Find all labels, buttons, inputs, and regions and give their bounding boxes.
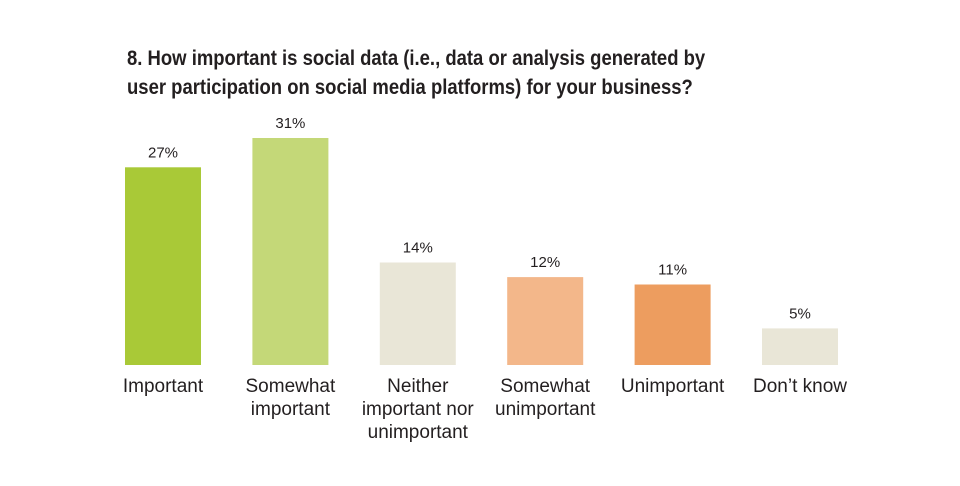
bar: [379, 262, 456, 365]
category-label-line: Unimportant: [621, 376, 725, 397]
value-label: 14%: [403, 240, 433, 257]
bar: [125, 167, 201, 365]
category-label-line: Important: [123, 376, 204, 397]
value-label: 12%: [530, 254, 560, 271]
chart-title-line: user participation on social media platf…: [127, 76, 693, 99]
category-label: Somewhat unimportant: [495, 376, 596, 420]
category-label: Don’t know: [753, 376, 847, 397]
value-label: 27%: [148, 144, 178, 161]
category-label: Important: [123, 376, 204, 397]
category-label-line: Somewhat: [246, 376, 336, 397]
bar: [634, 284, 711, 365]
category-label-line: important nor: [362, 399, 475, 420]
chart-title-line: 8. How important is social data (i.e., d…: [127, 47, 706, 70]
value-label: 31%: [275, 115, 305, 132]
category-label: Somewhat important: [246, 376, 336, 420]
category-label-line: Somewhat: [500, 376, 590, 397]
category-label: Neither important nor unimportant: [362, 376, 475, 443]
bar: [252, 138, 329, 365]
bar: [762, 328, 838, 365]
value-label: 5%: [789, 305, 811, 322]
bars-group: [125, 138, 838, 365]
value-labels-group: 27% 31% 14% 12% 11% 5%: [148, 115, 811, 322]
category-label: Unimportant: [621, 376, 725, 397]
category-label-line: Neither: [387, 376, 449, 397]
chart-title: 8. How important is social data (i.e., d…: [127, 44, 761, 102]
value-label: 11%: [658, 262, 687, 279]
bar: [507, 277, 584, 365]
category-label-line: important: [251, 399, 331, 420]
category-label-line: Don’t know: [753, 376, 847, 397]
category-label-line: unimportant: [368, 422, 469, 443]
category-label-line: unimportant: [495, 399, 596, 420]
